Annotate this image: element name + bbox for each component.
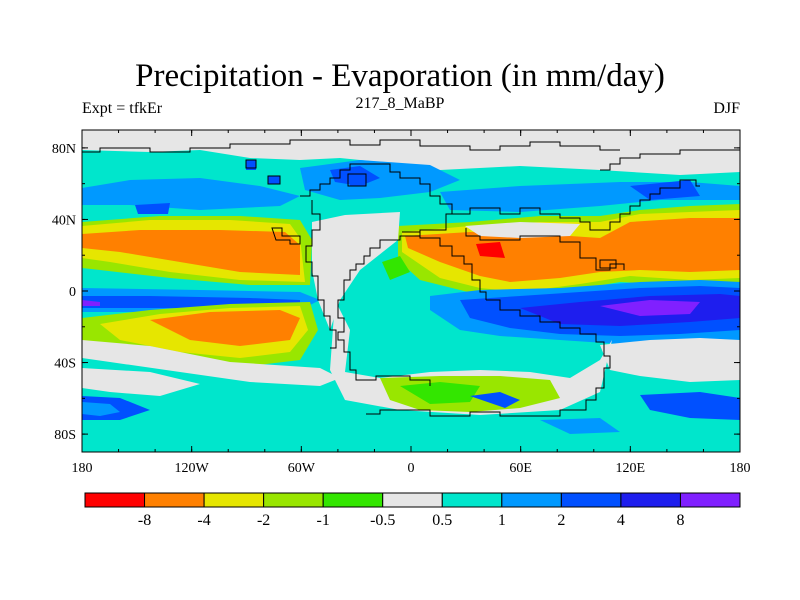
colorbar-swatch xyxy=(382,492,443,508)
colorbar-swatch xyxy=(84,492,146,508)
colorbar-swatch xyxy=(441,492,503,508)
colorbar-label: 8 xyxy=(676,512,684,529)
chart-title: Precipitation - Evaporation (in mm/day) xyxy=(135,58,665,94)
lon-tick-label: 0 xyxy=(408,461,415,476)
colorbar-swatch xyxy=(322,492,384,508)
lat-tick-label: 40S xyxy=(54,357,76,372)
lat-tick-label: 0 xyxy=(69,285,76,300)
colorbar-label: -2 xyxy=(257,512,270,529)
colorbar: -8 -4 -2 -1 -0.5 0.5 1 2 4 8 xyxy=(84,492,741,529)
colorbar-swatch xyxy=(203,492,265,508)
colorbar-label: -1 xyxy=(317,512,330,529)
continent-outlines xyxy=(82,139,740,417)
lon-tick-label: 120E xyxy=(616,461,646,476)
colorbar-label: -4 xyxy=(197,512,210,529)
lon-tick-label: 60W xyxy=(288,461,316,476)
colorbar-label: 4 xyxy=(617,512,625,529)
lon-tick-label: 180 xyxy=(72,461,93,476)
lat-tick-label: 80S xyxy=(54,428,76,443)
colorbar-label: -0.5 xyxy=(370,512,395,529)
colorbar-label: -8 xyxy=(138,512,151,529)
colorbar-swatch xyxy=(501,492,562,508)
lat-tick-label: 80N xyxy=(52,142,76,157)
colorbar-label: 1 xyxy=(498,512,506,529)
experiment-label: Expt = tfkEr xyxy=(82,100,163,117)
colorbar-swatch xyxy=(144,492,205,508)
colorbar-label: 0.5 xyxy=(432,512,452,529)
lon-tick-label: 120W xyxy=(175,461,210,476)
longitude-axis: 180 120W 60W 0 60E 120E 180 xyxy=(72,130,751,476)
experiment-period: 217_8_MaBP xyxy=(355,95,445,112)
colorbar-label: 2 xyxy=(557,512,565,529)
colorbar-swatch xyxy=(679,492,741,508)
lon-tick-label: 180 xyxy=(730,461,751,476)
colorbar-swatch xyxy=(620,492,681,508)
season-label: DJF xyxy=(713,100,740,117)
colorbar-swatch xyxy=(560,492,622,508)
lon-tick-label: 60E xyxy=(509,461,532,476)
latitude-axis: 80N 40N 0 40S 80S xyxy=(52,142,740,443)
colorbar-swatch xyxy=(263,492,324,508)
lat-tick-label: 40N xyxy=(52,213,76,228)
